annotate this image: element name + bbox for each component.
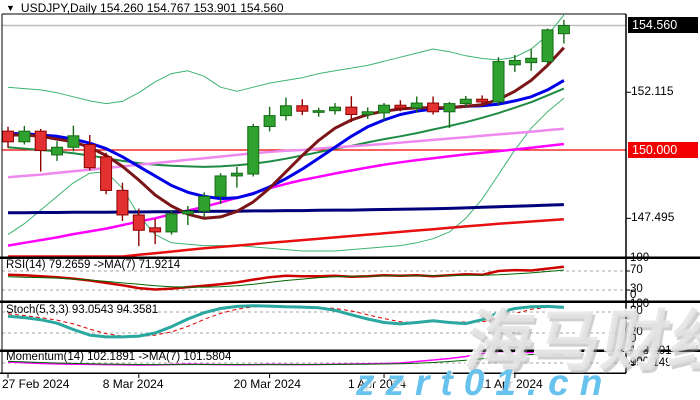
price-axis-label: 152.115 <box>631 84 674 99</box>
current-price-badge: 154.560 <box>628 17 698 33</box>
hline-price-badge: 150.000 <box>628 142 698 158</box>
chevron-down-icon[interactable]: ▼ <box>6 3 15 13</box>
candle <box>132 214 145 231</box>
date-label: 27 Feb 2024 <box>2 377 70 391</box>
candle <box>427 102 440 113</box>
candle <box>100 156 113 191</box>
rsi-label: RSI(14) 79.2659 ->MA(7) 71.9214 <box>6 259 181 271</box>
candle <box>214 175 227 197</box>
candle <box>181 210 194 215</box>
candle <box>525 57 538 64</box>
candle <box>263 115 276 128</box>
panel-separator <box>0 300 700 303</box>
date-label: 8 Mar 2024 <box>102 377 164 391</box>
date-label: 1 Apr 2024 <box>348 377 407 391</box>
indicator-axis-label: 30 <box>630 283 643 295</box>
candle <box>296 105 309 112</box>
candle <box>394 104 407 109</box>
indicator-axis-label: 0 <box>630 289 637 301</box>
indicator-rsi-ma <box>7 269 564 288</box>
candle <box>361 111 374 116</box>
candle <box>329 106 341 112</box>
chart-title-row: ▼ USDJPY,Daily 154.260 154.767 153.901 1… <box>6 1 284 15</box>
candle <box>165 213 178 233</box>
candle <box>198 195 211 212</box>
candle <box>443 103 456 113</box>
overlay-ma-magenta <box>7 142 565 247</box>
stoch-label: Stoch(5,3,3) 93.0543 94.3581 <box>6 304 159 316</box>
candle <box>230 172 243 177</box>
indicator-rsi <box>7 265 565 291</box>
overlay-ma-navy <box>8 203 564 215</box>
overlay-ma-maroon <box>8 46 566 220</box>
candle <box>312 110 325 113</box>
indicator-axis-label: 0 <box>630 333 637 345</box>
candle <box>247 126 260 175</box>
candle <box>541 29 554 63</box>
indicator-axis-label: 100 <box>630 252 650 264</box>
candle <box>378 104 391 114</box>
candle <box>34 130 47 152</box>
panel-separator <box>0 349 700 352</box>
indicator-axis-label: 103.201 <box>630 345 672 357</box>
candle <box>410 102 423 109</box>
date-label: 20 Mar 2024 <box>233 377 301 391</box>
candle <box>279 105 292 117</box>
date-label: 11 Apr 2024 <box>478 377 543 391</box>
symbol-title: USDJPY,Daily 154.260 154.767 153.901 154… <box>20 1 284 15</box>
indicator-axis-label: 99.7149 <box>630 357 672 370</box>
candle <box>83 144 96 169</box>
indicator-axis-label: 100 <box>630 298 650 310</box>
candle <box>492 61 505 103</box>
indicator-axis-label: 100 <box>630 356 650 368</box>
price-axis-label: 147.495 <box>631 210 675 225</box>
candle <box>508 59 521 66</box>
indicator-stoch-k <box>7 304 564 339</box>
panel-separator <box>0 256 700 259</box>
candle <box>51 146 64 156</box>
candle <box>116 189 129 216</box>
indicator-axis-label: 70 <box>630 264 643 276</box>
indicator-momentum-ma <box>7 353 564 366</box>
overlay-bollinger-upper <box>7 14 565 105</box>
momentum-label: Momentum(14) 102.1891 ->MA(7) 101.5804 <box>6 351 232 363</box>
xaxis-border <box>0 372 626 374</box>
candle <box>459 98 472 105</box>
candle <box>149 227 162 233</box>
candle <box>345 106 358 116</box>
candle <box>2 130 14 143</box>
indicator-axis-label: 80 <box>630 305 643 317</box>
candle <box>557 25 570 35</box>
candle <box>18 130 31 143</box>
indicator-axis-label: 20 <box>630 326 643 338</box>
candle <box>476 98 489 103</box>
candle <box>67 135 80 148</box>
